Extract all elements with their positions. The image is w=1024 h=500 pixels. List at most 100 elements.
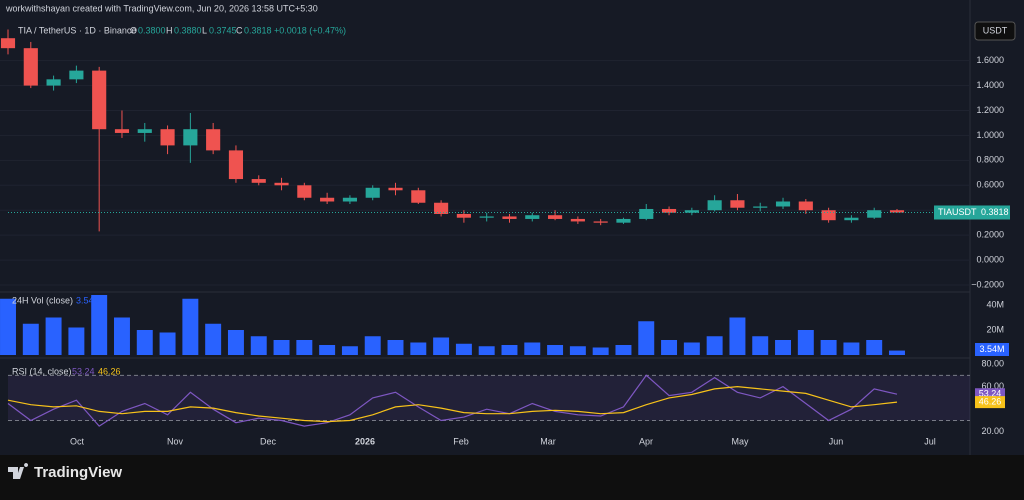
y-tick-label: 1.6000 bbox=[976, 55, 1004, 65]
candle-body bbox=[707, 200, 722, 211]
candle-body bbox=[23, 48, 38, 86]
candle-body bbox=[274, 182, 289, 186]
volume-bar bbox=[478, 346, 495, 355]
candle-body bbox=[753, 206, 768, 208]
candle-body bbox=[798, 201, 813, 211]
volume-bar bbox=[387, 340, 404, 355]
footer-bg bbox=[0, 455, 1024, 495]
y-tick-label: 1.2000 bbox=[976, 105, 1004, 115]
volume-bar bbox=[752, 336, 769, 355]
candle-body bbox=[251, 179, 266, 183]
volume-bar bbox=[592, 347, 609, 355]
y-tick-label: 60.00 bbox=[981, 381, 1004, 391]
ohlc-key: H bbox=[166, 25, 173, 35]
rsi-line bbox=[7, 374, 898, 427]
legend: TIA / TetherUS · 1D · Binance O 0.3800 H… bbox=[18, 25, 346, 35]
pane-value: 3.54M bbox=[76, 295, 101, 305]
currency-button[interactable] bbox=[974, 21, 1016, 41]
volume-bar bbox=[113, 317, 130, 355]
change: +0.0018 (+0.47%) bbox=[274, 25, 346, 35]
candle-body bbox=[639, 208, 654, 219]
y-tick-label: 20M bbox=[986, 324, 1004, 334]
y-tick-label: 1.0000 bbox=[976, 130, 1004, 140]
x-tick-label: 2026 bbox=[355, 436, 375, 446]
brand: TradingView bbox=[34, 464, 122, 481]
volume-bar bbox=[706, 336, 723, 355]
candle-body bbox=[548, 215, 563, 219]
volume-bar bbox=[889, 350, 905, 355]
candle-body bbox=[206, 129, 221, 151]
volume-bar bbox=[569, 346, 586, 355]
x-tick-label: Jul bbox=[924, 436, 936, 446]
ohlc: 0.3745 bbox=[209, 25, 237, 35]
ohlc: 0.3880 bbox=[174, 25, 202, 35]
value-tag: 46.26 bbox=[979, 396, 1002, 406]
candle-body bbox=[0, 38, 16, 49]
value-tag-bg bbox=[975, 343, 1009, 356]
volume-bar bbox=[433, 337, 450, 355]
candle-body bbox=[434, 202, 449, 214]
volume-bar bbox=[0, 298, 16, 355]
x-tick-label: Oct bbox=[70, 436, 85, 446]
volume-bar bbox=[273, 340, 290, 355]
candle-body bbox=[502, 216, 517, 219]
y-tick-label: 0.6000 bbox=[976, 180, 1004, 190]
volume-bar bbox=[547, 345, 564, 355]
volume-bar bbox=[638, 321, 655, 355]
volume-bar bbox=[364, 336, 381, 355]
candle-body bbox=[297, 185, 312, 198]
volume-bar bbox=[661, 340, 678, 355]
candle-body bbox=[525, 215, 540, 219]
candle-body bbox=[183, 129, 198, 146]
volume-bar bbox=[866, 340, 883, 355]
value-tag-bg bbox=[975, 396, 1005, 409]
y-tick-label: 80.00 bbox=[981, 358, 1004, 368]
y-tick-label: 1.4000 bbox=[976, 80, 1004, 90]
candle-body bbox=[365, 187, 380, 198]
legend-value: 53.24 bbox=[72, 366, 95, 376]
candle-body bbox=[342, 197, 357, 202]
volume-bar bbox=[296, 340, 313, 355]
price-tag-bg bbox=[934, 205, 1010, 220]
candle-body bbox=[411, 190, 426, 203]
candle-body bbox=[570, 218, 585, 222]
x-tick-label: Jun bbox=[829, 436, 844, 446]
volume-bar bbox=[250, 336, 267, 355]
volume-bar bbox=[410, 342, 427, 355]
volume-bar bbox=[775, 340, 792, 355]
x-tick-label: Apr bbox=[639, 436, 653, 446]
volume-bar bbox=[455, 343, 472, 355]
candle-body bbox=[479, 216, 494, 218]
x-tick-label: Nov bbox=[167, 436, 184, 446]
volume-bar bbox=[501, 345, 518, 355]
volume-bar bbox=[820, 340, 837, 355]
y-tick-label: −0.2000 bbox=[971, 279, 1004, 289]
brand-logo: TradingView bbox=[8, 463, 122, 481]
candle-body bbox=[867, 210, 882, 218]
volume-bar bbox=[159, 332, 176, 355]
volume-bar bbox=[319, 345, 336, 355]
candle-body bbox=[844, 217, 859, 221]
legend-value: 46.26 bbox=[98, 366, 121, 376]
volume-bar bbox=[341, 346, 358, 355]
currency[interactable]: USDT bbox=[983, 25, 1008, 35]
volume-bar bbox=[91, 295, 108, 355]
candle-body bbox=[320, 197, 335, 202]
candle-body bbox=[684, 210, 699, 213]
ohlc-key: L bbox=[202, 25, 207, 35]
volume-bar bbox=[683, 342, 700, 355]
y-tick-label: 20.00 bbox=[981, 426, 1004, 436]
chart-bg bbox=[0, 0, 1024, 455]
volume-bar bbox=[45, 317, 62, 355]
candle-body bbox=[593, 221, 608, 223]
pane-title: RSI (14, close) bbox=[12, 366, 72, 376]
value-tag: 3.54M bbox=[979, 344, 1004, 354]
x-tick-label: Feb bbox=[453, 436, 469, 446]
rsi-line bbox=[7, 385, 898, 423]
volume-bar bbox=[843, 342, 860, 355]
candle-body bbox=[92, 70, 107, 130]
y-tick-label: 0.2000 bbox=[976, 230, 1004, 240]
volume-bar bbox=[136, 330, 153, 355]
candle-body bbox=[616, 218, 631, 223]
